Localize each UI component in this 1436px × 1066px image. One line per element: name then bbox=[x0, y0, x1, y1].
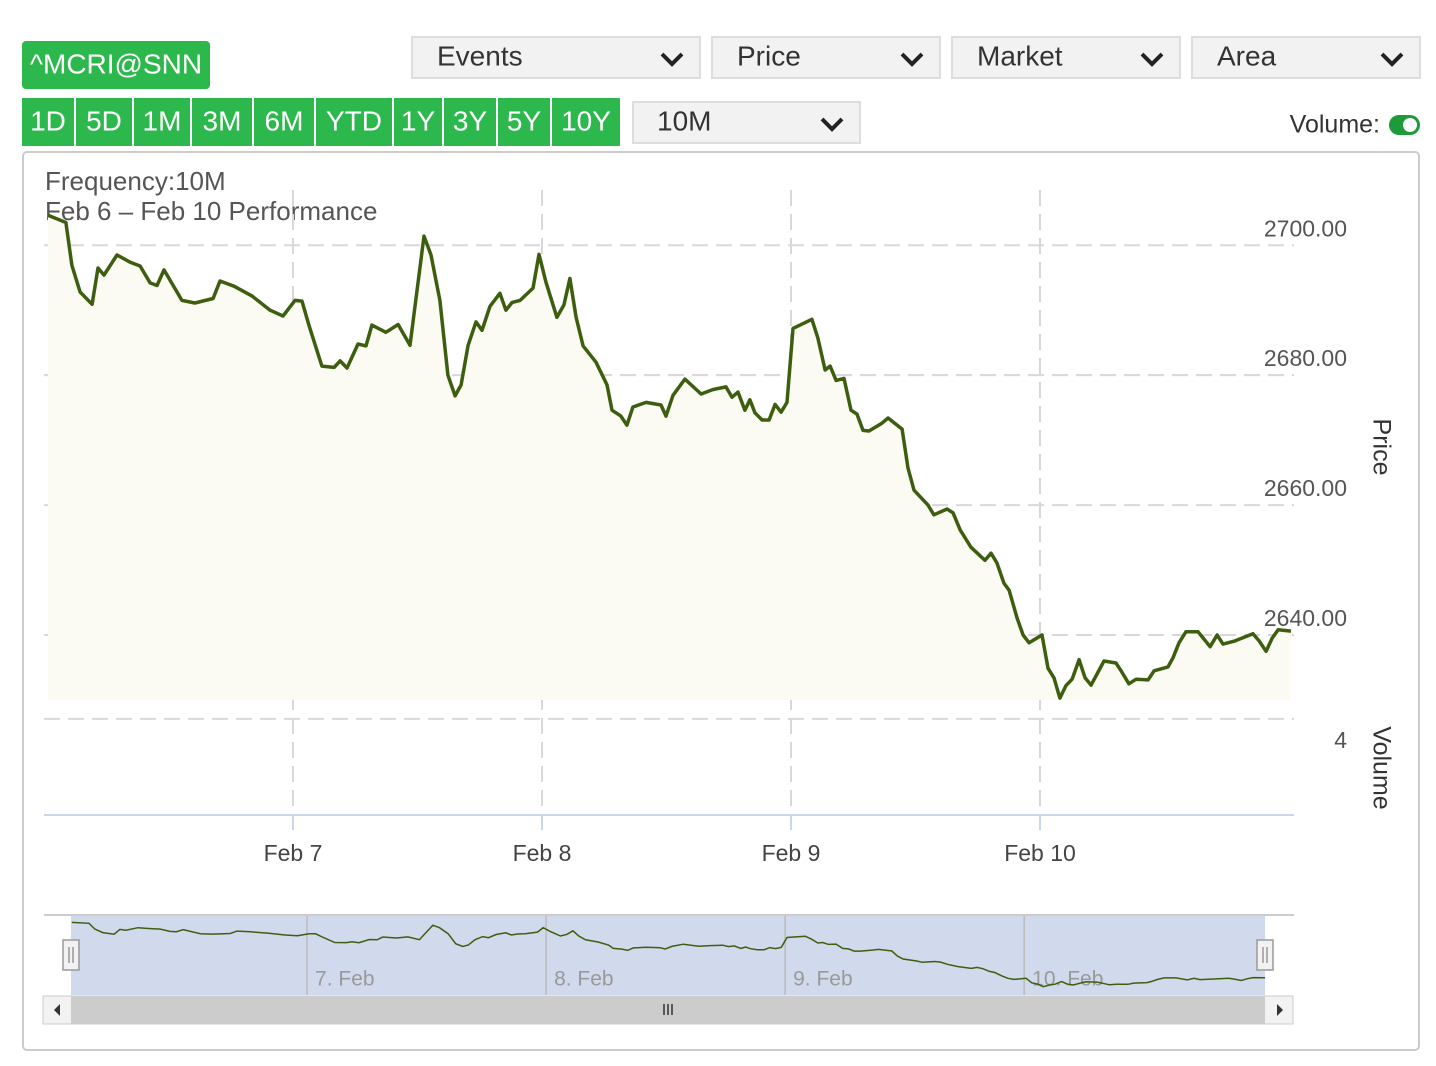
chevron[interactable] bbox=[1380, 52, 1404, 67]
dropdown-label[interactable]: Events bbox=[437, 40, 523, 71]
dropdown[interactable] bbox=[1191, 36, 1421, 79]
range-label[interactable]: 1Y bbox=[401, 105, 436, 136]
x-tick-label: Feb 7 bbox=[264, 840, 323, 866]
y2-tick-label: 4 bbox=[1334, 727, 1347, 753]
range-button[interactable] bbox=[254, 98, 314, 146]
range-button[interactable] bbox=[444, 98, 496, 146]
volume-toggle-label: Volume: bbox=[1290, 111, 1380, 139]
x-tick-label: Feb 10 bbox=[1004, 840, 1076, 866]
dropdown-label[interactable]: Price bbox=[737, 40, 801, 71]
chevron[interactable] bbox=[820, 117, 844, 132]
y-axis-title: Price bbox=[1367, 419, 1395, 476]
x-tick-label: Feb 9 bbox=[762, 840, 821, 866]
navigator-tick-label: 9. Feb bbox=[793, 968, 853, 991]
y-tick-label: 2680.00 bbox=[1264, 345, 1347, 371]
symbol-button[interactable] bbox=[22, 41, 210, 89]
price-line bbox=[47, 213, 1292, 700]
chevron[interactable] bbox=[900, 52, 924, 67]
chevron[interactable] bbox=[1140, 52, 1164, 67]
scroll-right[interactable] bbox=[1277, 1004, 1283, 1016]
navigator-tick-label: 8. Feb bbox=[554, 968, 614, 991]
chart-title: Frequency:10M bbox=[45, 166, 226, 196]
volume-toggle-knob[interactable] bbox=[1403, 118, 1417, 132]
navigator-handle[interactable] bbox=[62, 939, 80, 971]
dropdown-label[interactable]: Area bbox=[1217, 40, 1277, 71]
range-label[interactable]: 1D bbox=[30, 105, 66, 136]
symbol-label[interactable]: ^MCRI@SNN bbox=[30, 48, 202, 79]
range-button[interactable] bbox=[134, 98, 190, 146]
range-label[interactable]: 5Y bbox=[507, 105, 542, 136]
range-button[interactable] bbox=[394, 98, 442, 146]
navigator-mask bbox=[71, 916, 1265, 995]
dropdown-label[interactable]: Market bbox=[977, 40, 1063, 71]
navigator-line bbox=[71, 921, 1266, 988]
range-label[interactable]: 5D bbox=[86, 105, 122, 136]
range-button[interactable] bbox=[498, 98, 550, 146]
y-tick-label: 2660.00 bbox=[1264, 475, 1347, 501]
range-button[interactable] bbox=[22, 98, 74, 146]
y-tick-label: 2640.00 bbox=[1264, 605, 1347, 631]
frequency-label[interactable]: 10M bbox=[657, 105, 711, 136]
dropdown[interactable] bbox=[411, 36, 701, 79]
range-label[interactable]: 3Y bbox=[453, 105, 488, 136]
range-button[interactable] bbox=[192, 98, 252, 146]
y-tick-label: 2700.00 bbox=[1264, 215, 1347, 241]
range-button[interactable] bbox=[76, 98, 132, 146]
range-button[interactable] bbox=[552, 98, 620, 146]
chart-subtitle: Feb 6 – Feb 10 Performance bbox=[45, 196, 377, 226]
frequency-dropdown[interactable] bbox=[632, 101, 861, 144]
dropdown[interactable] bbox=[711, 36, 941, 79]
range-label[interactable]: 3M bbox=[203, 105, 242, 136]
x-tick-label: Feb 8 bbox=[513, 840, 572, 866]
navigator-tick-label: 7. Feb bbox=[315, 968, 375, 991]
navigator-handle[interactable] bbox=[1256, 939, 1274, 971]
range-label[interactable]: YTD bbox=[326, 105, 382, 136]
range-button[interactable] bbox=[316, 98, 392, 146]
scroll-left[interactable] bbox=[54, 1004, 60, 1016]
range-label[interactable]: 1M bbox=[143, 105, 182, 136]
area-fill bbox=[48, 215, 1291, 701]
range-label[interactable]: 6M bbox=[265, 105, 304, 136]
chevron[interactable] bbox=[660, 52, 684, 67]
range-label[interactable]: 10Y bbox=[561, 105, 611, 136]
dropdown[interactable] bbox=[951, 36, 1181, 79]
y2-axis-title: Volume bbox=[1367, 726, 1395, 809]
